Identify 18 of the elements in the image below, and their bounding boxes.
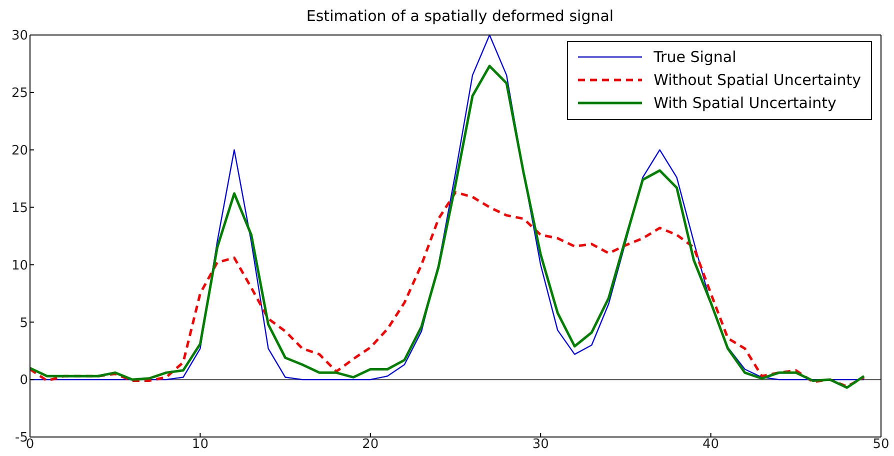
legend-label: Without Spatial Uncertainty: [654, 70, 861, 88]
y-tick-label: 10: [11, 258, 28, 274]
chart-title: Estimation of a spatially deformed signal: [305, 7, 615, 25]
x-tick-label: 40: [702, 437, 720, 452]
y-tick-label: 15: [11, 200, 28, 216]
x-tick-label: 50: [872, 437, 890, 452]
line-series: [30, 191, 866, 388]
y-tick-label: 0: [20, 373, 28, 388]
x-tick-label: 20: [362, 437, 379, 452]
y-tick-label: -5: [15, 430, 28, 446]
y-tick-label: 20: [11, 143, 28, 158]
legend-label: True Signal: [654, 48, 736, 66]
y-tick-label: 25: [11, 86, 28, 102]
legend-label: With Spatial Uncertainty: [654, 94, 836, 112]
y-tick-label: 30: [11, 28, 28, 44]
x-tick-label: 30: [532, 437, 549, 452]
x-tick-label: 10: [192, 437, 208, 452]
y-tick-label: 5: [20, 316, 28, 331]
